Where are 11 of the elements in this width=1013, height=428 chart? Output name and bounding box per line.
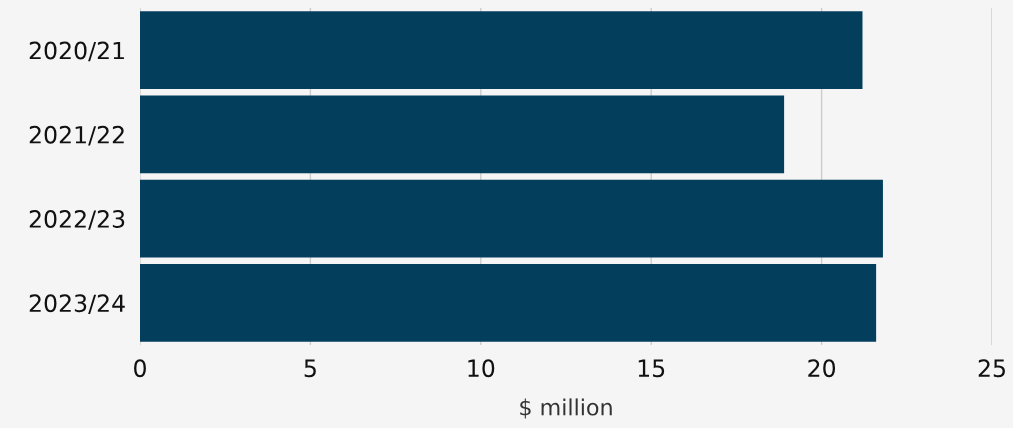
x-tick-label: 10 <box>468 359 495 378</box>
x-tick-label: 0 <box>134 359 146 378</box>
x-axis-title: $ million <box>520 398 612 419</box>
y-tick-label: 2022/23 <box>29 210 125 230</box>
x-tick-label: 5 <box>304 359 316 378</box>
x-tick-label: 20 <box>808 359 836 378</box>
x-tick-label: 25 <box>978 359 1005 378</box>
y-tick-label: 2021/22 <box>29 125 124 146</box>
x-tick-label: 15 <box>638 359 665 378</box>
y-tick-label: 2023/24 <box>29 294 125 315</box>
y-tick-label: 2020/21 <box>29 41 124 62</box>
